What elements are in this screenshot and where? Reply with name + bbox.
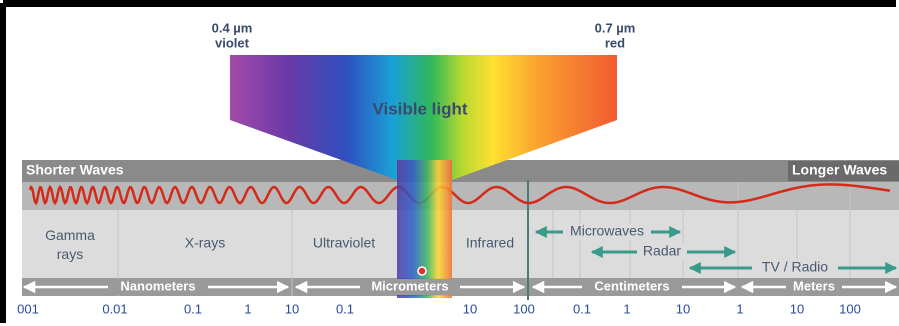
visible-title: Visible light — [372, 99, 467, 118]
tick-label: 10 — [790, 301, 804, 316]
tick-label: 100 — [839, 301, 861, 316]
band-label: Radar — [643, 243, 681, 259]
region-label: Gamma rays — [40, 226, 100, 264]
tick-label: 100 — [513, 301, 535, 316]
band-label: TV / Radio — [762, 259, 828, 275]
violet-label: violet — [215, 35, 250, 50]
tick-label: 0.1 — [184, 301, 202, 316]
unit-label: Meters — [793, 278, 835, 293]
tick-label: 0.1 — [336, 301, 354, 316]
visible-column — [397, 160, 452, 298]
spectrum-diagram: Shorter Waves Longer Waves Visible light… — [0, 0, 899, 326]
tick-label: 1 — [623, 301, 630, 316]
longer-label: Longer Waves — [792, 162, 887, 178]
tick-label: 0.01 — [102, 301, 127, 316]
tick-label: 10 — [285, 301, 299, 316]
band-label: Microwaves — [570, 223, 644, 239]
unit-label: Nanometers — [120, 278, 195, 293]
unit-label: Micrometers — [371, 278, 448, 293]
tick-label: 10 — [676, 301, 690, 316]
region-label: Ultraviolet — [313, 235, 375, 251]
region-box: Gamma rays — [40, 226, 100, 266]
red-wavelength: 0.7 µm — [595, 20, 636, 35]
marker-dot — [418, 267, 426, 275]
tick-label: 0.1 — [573, 301, 591, 316]
violet-wavelength: 0.4 µm — [212, 20, 253, 35]
region-label: Infrared — [466, 235, 514, 251]
unit-label: Centimeters — [594, 278, 669, 293]
tick-label: 1 — [736, 301, 743, 316]
red-label: red — [605, 35, 625, 50]
tick-label: 001 — [17, 301, 39, 316]
tick-label: 10 — [463, 301, 477, 316]
tick-label: 1 — [244, 301, 251, 316]
region-label: X-rays — [185, 235, 225, 251]
shorter-label: Shorter Waves — [26, 162, 124, 178]
